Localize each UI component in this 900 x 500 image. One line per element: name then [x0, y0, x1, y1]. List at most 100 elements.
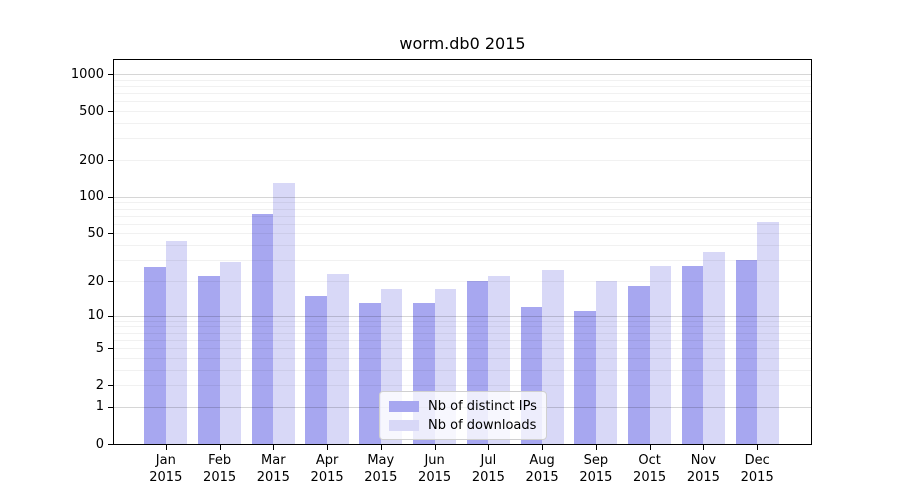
x-tick-label-jan: Jan 2015 — [131, 452, 201, 486]
y-tick-label-5: 5 — [95, 340, 104, 356]
gridline-minor-80 — [114, 208, 811, 210]
x-tick-label-aug: Aug 2015 — [507, 452, 577, 486]
x-tick-month-apr: Apr — [315, 453, 339, 468]
bar-nov-downloads — [703, 252, 725, 444]
gridline-minor-20 — [114, 281, 811, 282]
y-tick-1000 — [108, 74, 114, 75]
legend-label-downloads: Nb of downloads — [428, 417, 537, 433]
bar-apr-distinct-ips — [305, 295, 328, 444]
bar-dec-distinct-ips — [735, 260, 758, 444]
y-tick-2 — [108, 385, 114, 387]
x-tick-month-dec: Dec — [744, 453, 770, 468]
y-tick-label-2: 2 — [95, 377, 104, 393]
y-tick-label-20: 20 — [87, 273, 104, 289]
x-tick-apr — [327, 445, 329, 450]
x-tick-year-sep: 2015 — [579, 470, 613, 485]
bar-aug-downloads — [542, 269, 564, 444]
y-tick-200 — [108, 160, 114, 161]
x-tick-jun — [434, 445, 436, 450]
gridline-minor-2 — [114, 385, 811, 387]
gridline-major-10 — [114, 315, 811, 317]
y-tick-label-100: 100 — [79, 189, 104, 205]
x-tick-month-nov: Nov — [690, 453, 717, 468]
gridline-minor-3 — [114, 369, 811, 371]
x-tick-year-dec: 2015 — [740, 470, 774, 485]
x-tick-oct — [649, 445, 651, 450]
bar-sep-distinct-ips — [574, 310, 596, 444]
x-tick-year-nov: 2015 — [686, 470, 720, 485]
gridline-minor-200 — [114, 160, 811, 161]
gridline-minor-6 — [114, 339, 811, 341]
x-tick-month-jul: Jul — [480, 453, 497, 468]
gridline-minor-7 — [114, 332, 811, 334]
gridline-minor-600 — [114, 101, 811, 103]
bar-feb-distinct-ips — [197, 276, 220, 444]
bar-may-distinct-ips — [359, 302, 381, 444]
gridline-minor-50 — [114, 233, 811, 235]
gridline-major-1000 — [114, 74, 811, 75]
gridline-minor-5 — [114, 348, 811, 349]
x-tick-feb — [219, 445, 221, 450]
y-tick-10 — [108, 315, 114, 317]
gridline-minor-8 — [114, 326, 811, 328]
bar-dec-downloads — [757, 222, 779, 444]
x-tick-month-sep: Sep — [583, 453, 609, 468]
y-tick-0 — [108, 444, 114, 445]
y-tick-label-10: 10 — [87, 308, 104, 324]
gridline-minor-700 — [114, 93, 811, 95]
x-tick-may — [380, 445, 382, 450]
y-tick-label-200: 200 — [79, 152, 104, 168]
bar-mar-distinct-ips — [251, 214, 274, 444]
x-tick-nov — [703, 445, 705, 450]
legend-label-distinct-ips: Nb of distinct IPs — [428, 398, 537, 414]
bar-mar-downloads — [273, 182, 295, 444]
y-tick-50 — [108, 233, 114, 235]
gridline-minor-300 — [114, 138, 811, 140]
gridline-minor-90 — [114, 202, 811, 204]
legend-swatch-distinct-ips — [389, 400, 419, 412]
gridline-minor-60 — [114, 223, 811, 225]
bar-oct-downloads — [649, 265, 672, 444]
chart-title: worm.db0 2015 — [399, 34, 526, 53]
x-tick-dec — [757, 445, 759, 450]
gridline-minor-40 — [114, 245, 811, 247]
bar-jan-distinct-ips — [144, 267, 166, 444]
x-tick-label-oct: Oct 2015 — [615, 452, 685, 486]
x-tick-label-apr: Apr 2015 — [292, 452, 362, 486]
bar-apr-downloads — [327, 273, 349, 444]
gridline-minor-70 — [114, 215, 811, 217]
legend-swatch-downloads — [389, 419, 419, 431]
gridline-minor-400 — [114, 123, 811, 124]
x-tick-label-jul: Jul 2015 — [453, 452, 523, 486]
x-tick-jan — [165, 445, 167, 450]
gridline-minor-800 — [114, 86, 811, 87]
x-tick-month-jun: Jun — [424, 453, 445, 468]
y-tick-label-1: 1 — [95, 399, 104, 415]
x-tick-month-oct: Oct — [638, 453, 661, 468]
bar-nov-distinct-ips — [681, 265, 704, 444]
x-tick-month-may: May — [367, 453, 395, 468]
x-tick-year-may: 2015 — [364, 470, 398, 485]
y-tick-label-0: 0 — [95, 436, 104, 452]
gridline-minor-30 — [114, 260, 811, 262]
x-tick-label-dec: Dec 2015 — [722, 452, 792, 486]
x-tick-label-may: May 2015 — [346, 452, 416, 486]
y-tick-20 — [108, 281, 114, 282]
x-tick-label-sep: Sep 2015 — [561, 452, 631, 486]
x-tick-label-jun: Jun 2015 — [400, 452, 470, 486]
gridline-minor-900 — [114, 79, 811, 81]
gridline-minor-9 — [114, 320, 811, 322]
x-tick-year-jun: 2015 — [418, 470, 452, 485]
x-tick-year-feb: 2015 — [203, 470, 237, 485]
x-tick-label-mar: Mar 2015 — [238, 452, 308, 486]
x-tick-label-nov: Nov 2015 — [668, 452, 738, 486]
x-tick-month-feb: Feb — [208, 453, 232, 468]
legend: Nb of distinct IPs Nb of downloads — [379, 391, 547, 440]
gridline-minor-500 — [114, 111, 811, 113]
y-tick-500 — [108, 111, 114, 113]
x-tick-year-aug: 2015 — [525, 470, 559, 485]
bar-jan-downloads — [165, 241, 188, 444]
gridline-minor-4 — [114, 357, 811, 359]
y-tick-5 — [108, 348, 114, 349]
